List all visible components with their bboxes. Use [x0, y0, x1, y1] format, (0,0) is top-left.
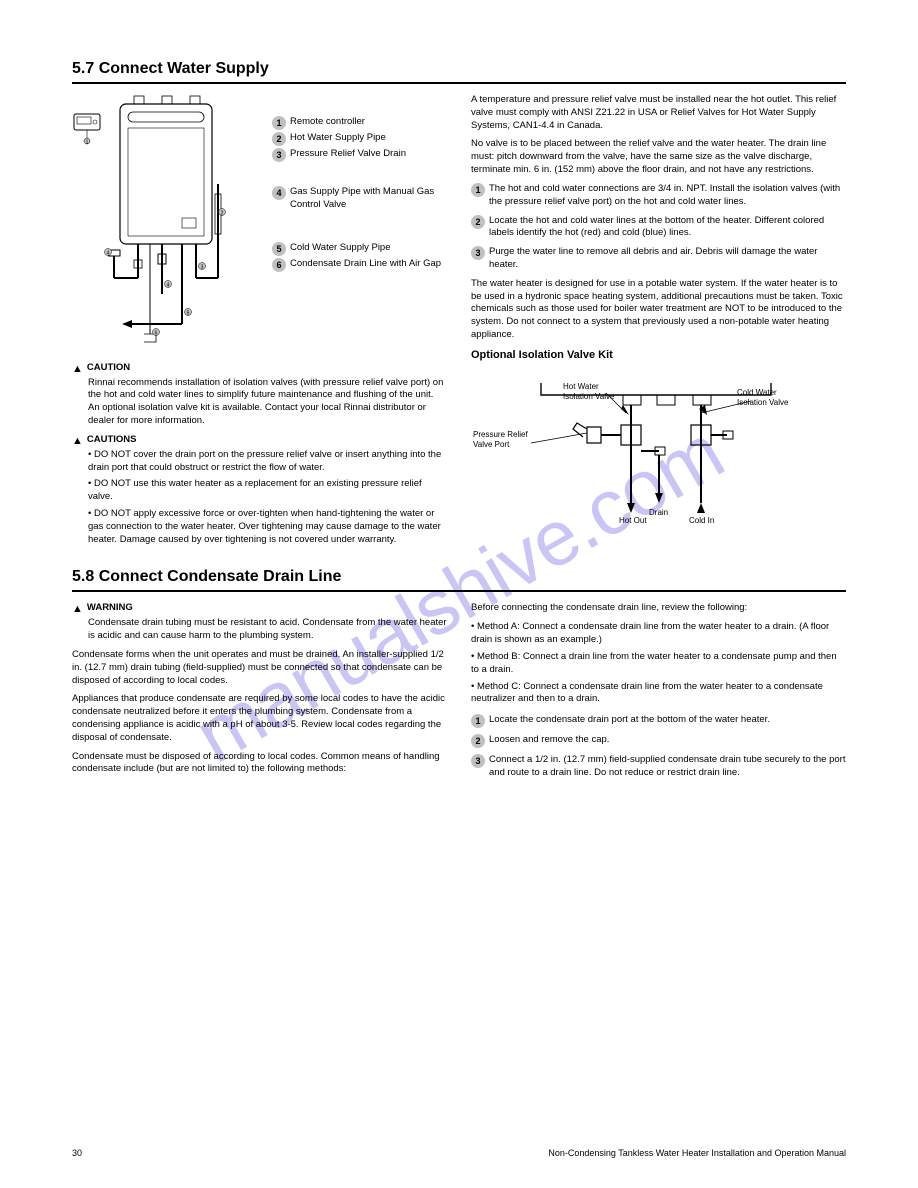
water-step-row: 2 Locate the hot and cold water lines at… [471, 215, 846, 241]
svg-text:Cold Water: Cold Water [737, 388, 777, 397]
svg-text:Isolation Valve: Isolation Valve [563, 392, 615, 401]
svg-text:Valve Port: Valve Port [473, 440, 510, 449]
heater-legend: 1 Remote controller 2 Hot Water Supply Pip… [272, 116, 442, 274]
step-text: Connect a 1/2 in. (12.7 mm) field-suppli… [489, 754, 846, 780]
caution-label: CAUTION [87, 362, 130, 373]
caution-block-1: ▲ CAUTION Rinnai recommends installation … [72, 362, 447, 428]
legend-label: Hot Water Supply Pipe [290, 132, 442, 145]
page-footer: 30 Non-Condensing Tankless Water Heater … [72, 1148, 846, 1158]
step-text: Loosen and remove the cap. [489, 734, 846, 747]
warning-label: WARNING [87, 602, 133, 613]
svg-text:3: 3 [201, 265, 204, 271]
cond-para: Condensate must be disposed of according… [72, 751, 447, 777]
legend-label: Condensate Drain Line with Air Gap [290, 258, 442, 271]
cond-left-col: ▲ WARNING Condensate drain tubing must be… [72, 602, 447, 785]
water-step-row: 1 The hot and cold water connections are… [471, 183, 846, 209]
legend-badge: 1 [272, 116, 286, 130]
svg-text:Hot Water: Hot Water [563, 382, 599, 391]
svg-text:4: 4 [167, 283, 170, 289]
caution-item: DO NOT cover the drain port on the press… [88, 449, 441, 473]
warning-icon: ▲ [72, 362, 83, 377]
svg-text:Drain: Drain [649, 508, 668, 517]
cond-method: Method A: Connect a condensate drain lin… [471, 621, 829, 645]
svg-text:Isolation Valve: Isolation Valve [737, 398, 789, 407]
caution-body: Rinnai recommends installation of isolat… [88, 377, 447, 428]
cond-step-row: 3 Connect a 1/2 in. (12.7 mm) field-supp… [471, 754, 846, 780]
cond-step-row: 1 Locate the condensate drain port at th… [471, 714, 846, 728]
warning-icon: ▲ [72, 434, 83, 449]
svg-text:Hot Out: Hot Out [619, 516, 647, 525]
page-number: 30 [72, 1148, 82, 1158]
legend-badge: 5 [272, 242, 286, 256]
cond-method: Method C: Connect a condensate drain lin… [471, 681, 823, 705]
step-text: Locate the hot and cold water lines at t… [489, 215, 846, 241]
prv-requirement: A temperature and pressure relief valve … [471, 94, 846, 132]
cond-lead: Before connecting the condensate drain l… [471, 602, 846, 615]
section-cond-columns: ▲ WARNING Condensate drain tubing must be… [72, 602, 846, 785]
cond-step-row: 2 Loosen and remove the cap. [471, 734, 846, 748]
heater-diagram: 1 [72, 94, 252, 349]
svg-text:Cold In: Cold In [689, 516, 714, 525]
potable-note: The water heater is designed for use in … [471, 278, 846, 342]
section-rule [72, 82, 846, 84]
legend-badge: 4 [272, 186, 286, 200]
cond-right-col: Before connecting the condensate drain l… [471, 602, 846, 785]
svg-text:1: 1 [86, 140, 89, 146]
section-title-condensate: 5.8 Connect Condensate Drain Line [72, 568, 846, 586]
svg-text:2: 2 [221, 211, 224, 217]
cond-para: Appliances that produce condensate are r… [72, 693, 447, 744]
caution-item: DO NOT apply excessive force or over-tig… [88, 508, 441, 545]
prv-drain-requirement: No valve is to be placed between the rel… [471, 138, 846, 176]
legend-label: Remote controller [290, 116, 442, 129]
warning-icon: ▲ [72, 602, 83, 617]
step-badge: 1 [471, 183, 485, 197]
legend-badge: 6 [272, 258, 286, 272]
step-badge: 3 [471, 246, 485, 260]
svg-text:Pressure Relief: Pressure Relief [473, 430, 528, 439]
water-left-col: 1 [72, 94, 447, 552]
warning-block: ▲ WARNING Condensate drain tubing must be… [72, 602, 447, 642]
step-badge: 1 [471, 714, 485, 728]
step-badge: 2 [471, 734, 485, 748]
caution-block-2: ▲CAUTIONS • DO NOT cover the drain port … [72, 434, 447, 547]
footer-title: Non-Condensing Tankless Water Heater Ins… [548, 1148, 846, 1158]
legend-label: Pressure Relief Valve Drain [290, 148, 442, 161]
legend-badge: 3 [272, 148, 286, 162]
step-text: The hot and cold water connections are 3… [489, 183, 846, 209]
step-text: Locate the condensate drain port at the … [489, 714, 846, 727]
warning-body: Condensate drain tubing must be resistan… [88, 617, 447, 643]
water-right-col: A temperature and pressure relief valve … [471, 94, 846, 552]
isolation-valve-diagram: Pressure Relief Valve Port Hot Water Iso… [471, 373, 791, 533]
section-title-water: 5.7 Connect Water Supply [72, 60, 846, 78]
svg-text:5: 5 [187, 311, 190, 317]
caution-label: CAUTIONS [87, 434, 137, 445]
legend-label: Gas Supply Pipe with Manual Gas Control … [290, 186, 442, 212]
cond-para: Condensate forms when the unit operates … [72, 649, 447, 687]
section-rule [72, 590, 846, 592]
legend-label: Cold Water Supply Pipe [290, 242, 442, 255]
step-badge: 3 [471, 754, 485, 768]
water-step-row: 3 Purge the water line to remove all deb… [471, 246, 846, 272]
step-badge: 2 [471, 215, 485, 229]
step-text: Purge the water line to remove all debri… [489, 246, 846, 272]
svg-text:4: 4 [107, 251, 110, 257]
section-water-columns: 1 [72, 94, 846, 552]
legend-badge: 2 [272, 132, 286, 146]
valve-kit-title: Optional Isolation Valve Kit [471, 348, 846, 363]
svg-text:6: 6 [155, 331, 158, 337]
cond-method: Method B: Connect a drain line from the … [471, 651, 837, 675]
caution-item: DO NOT use this water heater as a replac… [88, 478, 422, 502]
page-content: 5.7 Connect Water Supply 1 [72, 60, 846, 786]
